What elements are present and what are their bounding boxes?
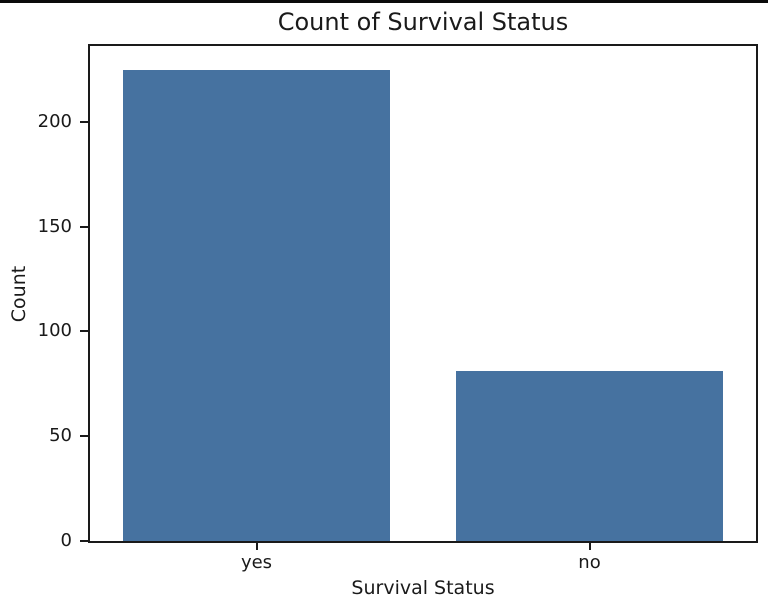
y-tick-mark-50 <box>80 435 88 438</box>
x-axis-label: Survival Status <box>351 577 495 599</box>
bar-yes <box>123 69 390 541</box>
x-tick-mark-no <box>588 543 591 550</box>
y-tick-mark-150 <box>80 225 88 228</box>
y-tick-label-100: 100 <box>37 320 72 342</box>
plot-area <box>88 44 758 543</box>
x-tick-label-no: no <box>578 552 601 573</box>
bar-no <box>456 371 723 541</box>
window-top-border <box>0 0 768 3</box>
y-axis-label: Count <box>8 265 30 323</box>
chart-title: Count of Survival Status <box>277 8 569 36</box>
y-tick-label-0: 0 <box>60 530 72 551</box>
x-tick-mark-yes <box>255 543 258 550</box>
y-tick-mark-0 <box>80 540 88 542</box>
y-tick-label-150: 150 <box>37 215 72 237</box>
y-tick-mark-200 <box>80 120 88 123</box>
y-tick-mark-100 <box>80 330 88 333</box>
x-tick-label-yes: yes <box>240 552 273 573</box>
y-tick-label-50: 50 <box>49 425 72 447</box>
y-tick-label-200: 200 <box>37 110 72 132</box>
